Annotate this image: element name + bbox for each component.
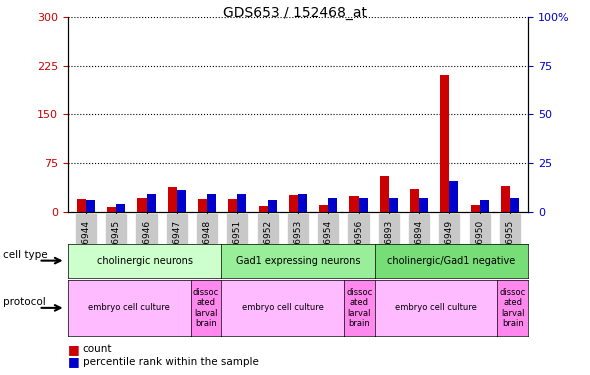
Bar — [349, 196, 359, 212]
Bar — [319, 205, 328, 212]
Bar — [470, 205, 480, 212]
Text: dissoc
ated
larval
brain: dissoc ated larval brain — [346, 288, 372, 328]
Bar — [146, 194, 156, 212]
Text: Gad1 expressing neurons: Gad1 expressing neurons — [235, 256, 360, 266]
Bar — [177, 190, 186, 212]
Bar — [419, 198, 428, 212]
Bar — [450, 181, 458, 212]
Text: GDS653 / 152468_at: GDS653 / 152468_at — [223, 6, 367, 20]
Text: protocol: protocol — [3, 297, 45, 307]
Text: ■: ■ — [68, 356, 80, 368]
Bar — [298, 194, 307, 212]
Bar — [207, 194, 216, 212]
Bar — [228, 199, 237, 212]
Bar — [359, 198, 368, 212]
Bar — [410, 189, 419, 212]
Bar — [168, 187, 177, 212]
Text: dissoc
ated
larval
brain: dissoc ated larval brain — [500, 288, 526, 328]
Text: dissoc
ated
larval
brain: dissoc ated larval brain — [193, 288, 219, 328]
Bar — [480, 200, 489, 212]
Bar — [440, 75, 450, 212]
Bar — [137, 198, 146, 212]
Bar — [77, 199, 86, 212]
Bar — [86, 200, 95, 212]
Bar — [107, 207, 116, 212]
Text: cholinergic neurons: cholinergic neurons — [97, 256, 192, 266]
Bar — [198, 199, 207, 212]
Bar — [389, 198, 398, 212]
Text: embryo cell culture: embryo cell culture — [242, 303, 323, 312]
Text: cell type: cell type — [3, 250, 48, 259]
Text: ■: ■ — [68, 343, 80, 356]
Bar — [268, 200, 277, 212]
Text: count: count — [83, 345, 112, 354]
Text: embryo cell culture: embryo cell culture — [88, 303, 170, 312]
Bar — [380, 176, 389, 212]
Bar — [289, 195, 298, 212]
Bar — [237, 194, 247, 212]
Bar — [258, 206, 268, 212]
Text: embryo cell culture: embryo cell culture — [395, 303, 477, 312]
Text: percentile rank within the sample: percentile rank within the sample — [83, 357, 258, 367]
Bar — [501, 186, 510, 212]
Text: cholinergic/Gad1 negative: cholinergic/Gad1 negative — [387, 256, 516, 266]
Bar — [510, 198, 519, 212]
Bar — [328, 198, 337, 212]
Bar — [116, 204, 125, 212]
